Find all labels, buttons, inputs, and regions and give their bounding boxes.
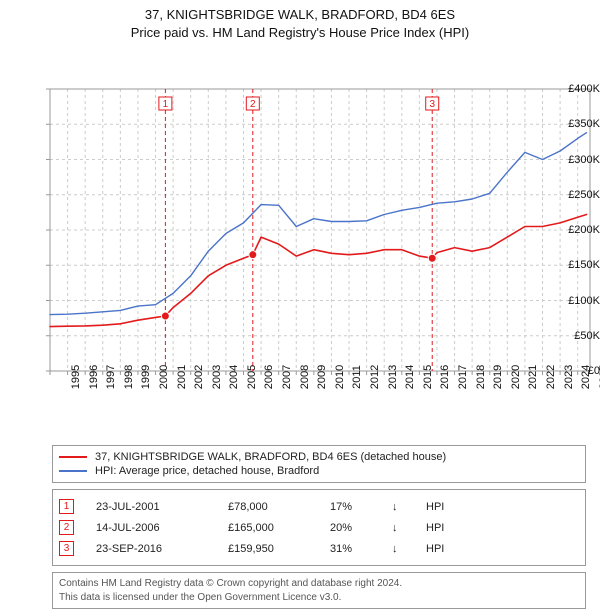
event-pct: 31% [330,543,370,555]
event-row: 2 14-JUL-2006 £165,000 20% ↓ HPI [59,517,579,538]
event-date: 14-JUL-2006 [96,522,206,534]
chart-area: 123 £0£50K£100K£150K£200K£250K£300K£350K… [0,41,600,441]
attribution: Contains HM Land Registry data © Crown c… [52,572,586,609]
event-row: 1 23-JUL-2001 £78,000 17% ↓ HPI [59,496,579,517]
legend-item: HPI: Average price, detached house, Brad… [59,464,579,478]
y-tick-label: £200K [554,224,600,236]
y-tick-label: £350K [554,118,600,130]
legend-item: 37, KNIGHTSBRIDGE WALK, BRADFORD, BD4 6E… [59,450,579,464]
svg-text:3: 3 [429,99,435,110]
event-marker: 1 [59,499,74,514]
event-pct: 17% [330,501,370,513]
event-date: 23-SEP-2016 [96,543,206,555]
event-ref: HPI [426,522,444,534]
legend: 37, KNIGHTSBRIDGE WALK, BRADFORD, BD4 6E… [52,445,586,483]
event-marker: 3 [59,541,74,556]
title-block: 37, KNIGHTSBRIDGE WALK, BRADFORD, BD4 6E… [0,0,600,41]
legend-label: HPI: Average price, detached house, Brad… [95,465,319,477]
y-tick-label: £400K [554,83,600,95]
legend-swatch [59,456,87,458]
y-tick-label: £250K [554,189,600,201]
event-row: 3 23-SEP-2016 £159,950 31% ↓ HPI [59,538,579,559]
figure-container: 37, KNIGHTSBRIDGE WALK, BRADFORD, BD4 6E… [0,0,600,609]
event-pct: 20% [330,522,370,534]
y-tick-label: £50K [554,330,600,342]
event-ref: HPI [426,501,444,513]
title-line-1: 37, KNIGHTSBRIDGE WALK, BRADFORD, BD4 6E… [0,6,600,24]
event-price: £165,000 [228,522,308,534]
svg-text:2: 2 [250,99,256,110]
y-tick-label: £150K [554,259,600,271]
down-arrow-icon: ↓ [392,543,404,555]
event-price: £159,950 [228,543,308,555]
down-arrow-icon: ↓ [392,501,404,513]
events-table: 1 23-JUL-2001 £78,000 17% ↓ HPI 2 14-JUL-2006 £1… [52,489,586,566]
y-tick-label: £100K [554,295,600,307]
legend-label: 37, KNIGHTSBRIDGE WALK, BRADFORD, BD4 6E… [95,451,446,463]
legend-swatch [59,470,87,472]
event-date: 23-JUL-2001 [96,501,206,513]
attribution-line-2: This data is licensed under the Open Gov… [59,591,579,605]
attribution-line-1: Contains HM Land Registry data © Crown c… [59,577,579,591]
svg-text:1: 1 [163,99,169,110]
event-marker: 2 [59,520,74,535]
x-tick-label: 2025 [578,365,600,389]
event-ref: HPI [426,543,444,555]
y-tick-label: £300K [554,154,600,166]
down-arrow-icon: ↓ [392,522,404,534]
event-price: £78,000 [228,501,308,513]
title-line-2: Price paid vs. HM Land Registry's House … [0,24,600,42]
